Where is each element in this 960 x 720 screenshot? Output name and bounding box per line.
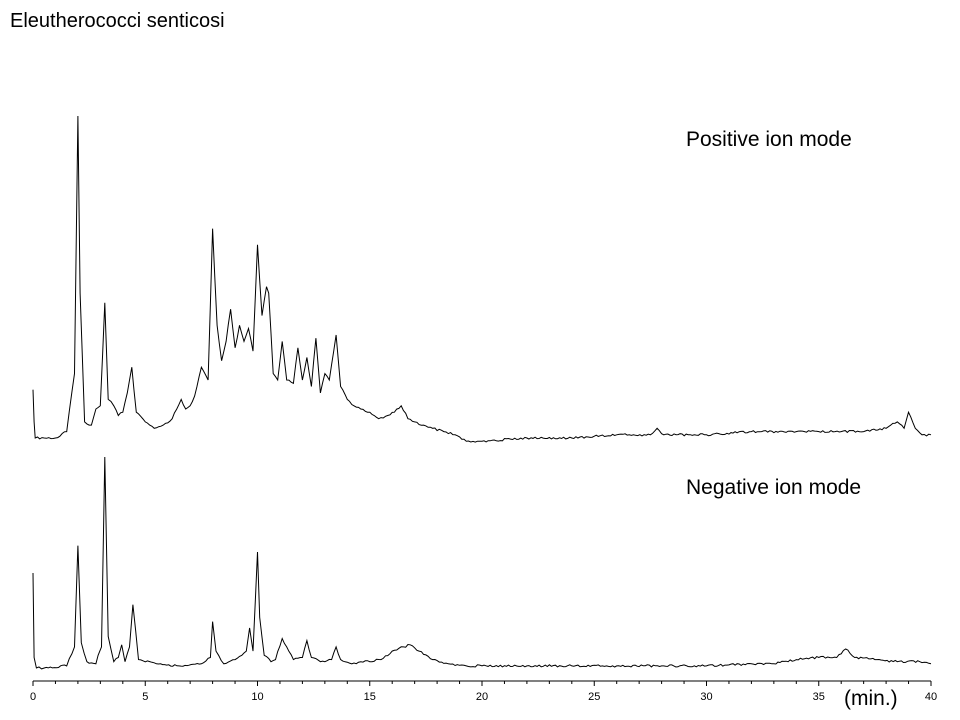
positive-ion-trace bbox=[32, 115, 932, 443]
positive-trace-group: Positive ion mode bbox=[32, 115, 932, 443]
x-tick-label: 30 bbox=[700, 691, 712, 703]
x-tick-label: 10 bbox=[251, 691, 263, 703]
x-tick-label: 5 bbox=[142, 691, 148, 703]
x-tick-label: 20 bbox=[476, 691, 488, 703]
negative-ion-trace bbox=[32, 456, 932, 670]
x-axis-ticks: 0 5 10 15 20 25 30 35 40 bbox=[30, 681, 937, 703]
x-axis: 0 5 10 15 20 25 30 35 40 (min.) bbox=[30, 680, 937, 710]
chart-title: Eleutherococci senticosi bbox=[10, 10, 225, 32]
negative-mode-label: Negative ion mode bbox=[686, 476, 861, 499]
x-tick-label: 15 bbox=[364, 691, 376, 703]
negative-trace-group: Negative ion mode bbox=[32, 456, 932, 670]
x-tick-label: 40 bbox=[925, 691, 937, 703]
x-axis-unit-label: (min.) bbox=[844, 687, 898, 710]
x-tick-label: 0 bbox=[30, 691, 36, 703]
x-tick-label: 25 bbox=[588, 691, 600, 703]
x-tick-label: 35 bbox=[813, 691, 825, 703]
positive-mode-label: Positive ion mode bbox=[686, 128, 852, 151]
